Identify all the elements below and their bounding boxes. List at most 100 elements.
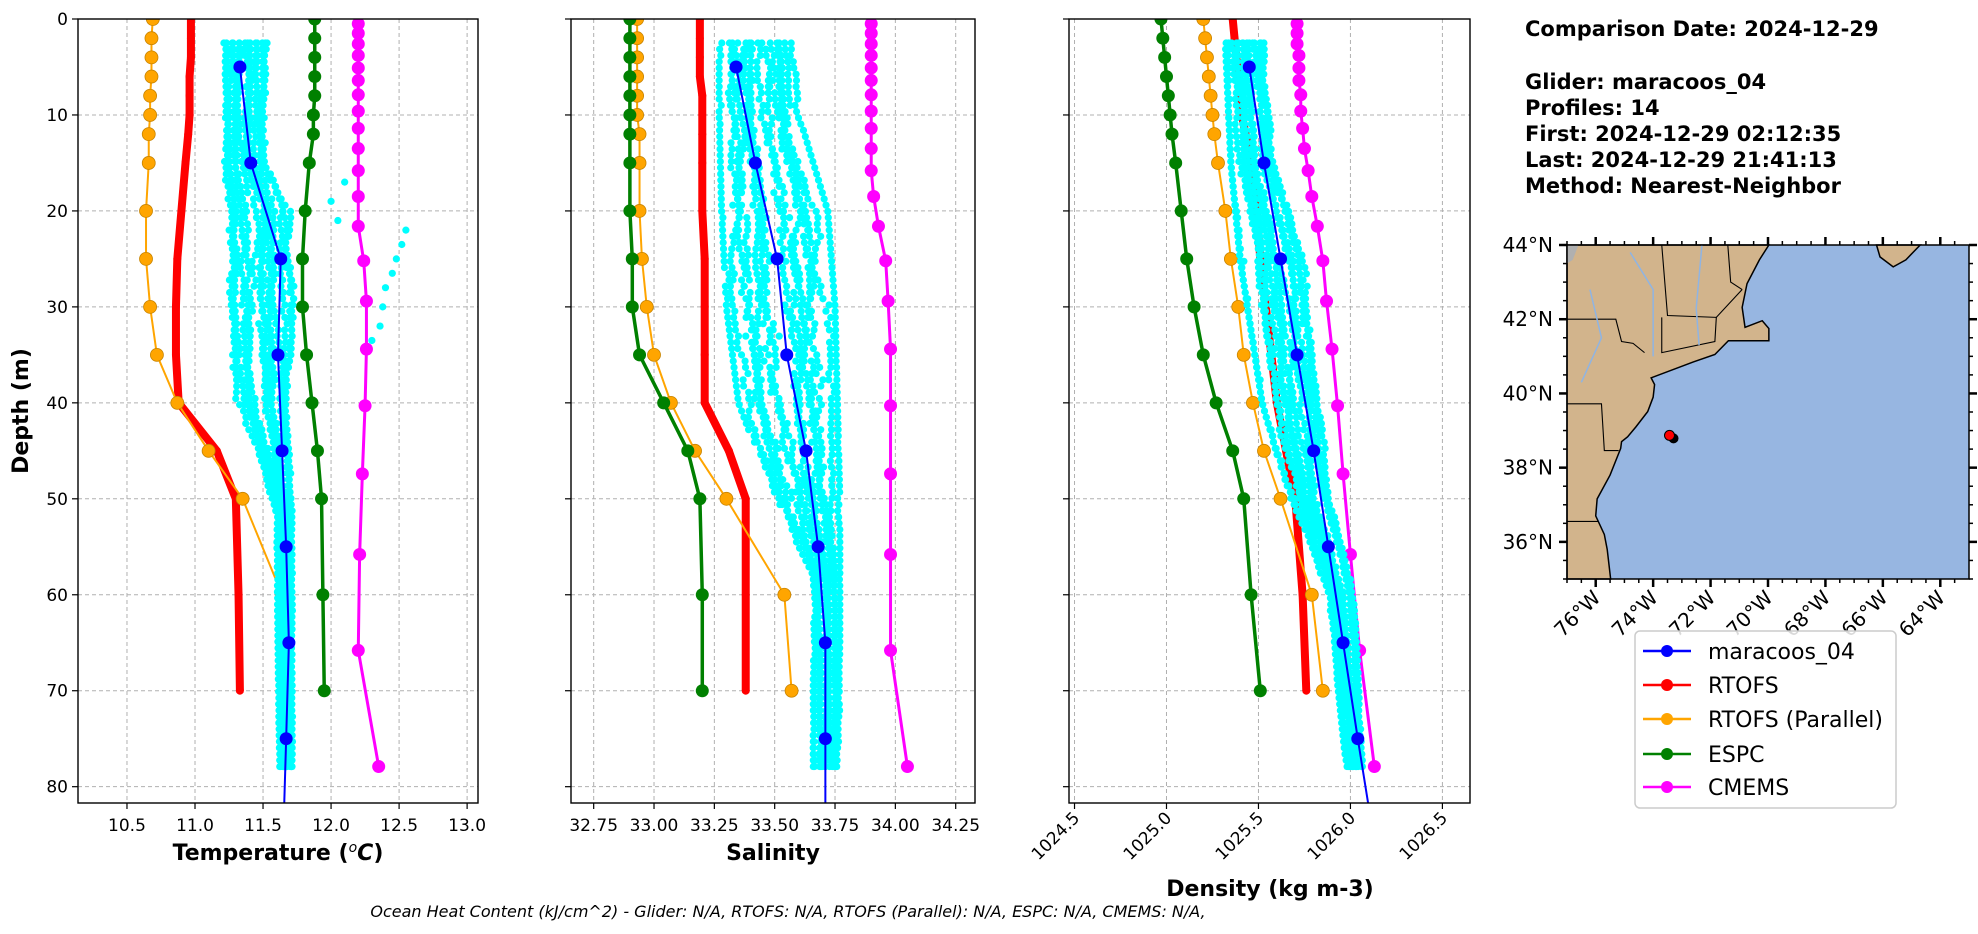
series-marker — [298, 204, 312, 218]
glider-raw-point — [827, 257, 836, 265]
glider-raw-point — [734, 332, 743, 340]
glider-raw-point — [263, 382, 271, 390]
glider-raw-point — [804, 226, 812, 234]
glider-raw-point — [264, 444, 272, 453]
series-marker — [141, 127, 156, 142]
glider-raw-point — [1296, 457, 1304, 465]
glider-raw-point — [258, 108, 267, 116]
glider-raw-point — [262, 195, 271, 203]
glider-raw-point — [741, 357, 749, 365]
glider-raw-point — [796, 494, 804, 502]
series-marker — [150, 347, 164, 362]
glider-raw-point — [818, 500, 826, 509]
glider-raw-point — [794, 263, 802, 272]
glider-raw-point — [287, 756, 296, 764]
glider-raw-point — [1239, 83, 1247, 91]
glider-raw-point — [728, 295, 736, 303]
glider-raw-point — [227, 139, 235, 147]
series-marker — [884, 342, 898, 356]
y-tick-label: 20 — [46, 202, 68, 222]
glider-raw-point — [807, 532, 815, 540]
series-marker — [1253, 684, 1267, 698]
glider-raw-point — [767, 132, 775, 141]
glider-raw-point — [753, 438, 761, 446]
glider-raw-point — [830, 588, 839, 596]
y-tick-label: 80 — [46, 778, 68, 798]
glider-raw-point — [742, 295, 750, 303]
glider-raw-point — [783, 482, 791, 490]
glider-raw-point — [287, 694, 295, 702]
glider-raw-point — [258, 214, 267, 222]
glider-raw-point — [1294, 494, 1302, 502]
glider-raw-point — [805, 525, 813, 534]
glider-raw-point — [281, 201, 289, 209]
series-marker — [173, 254, 182, 263]
glider-raw-point — [754, 145, 762, 153]
glider-raw-point — [1268, 282, 1276, 290]
glider-raw-point — [826, 232, 834, 240]
glider-raw-point — [715, 64, 723, 72]
glider-raw-point — [804, 301, 812, 309]
glider-raw-point — [1251, 195, 1260, 203]
glider-raw-point — [283, 426, 291, 434]
glider-raw-point — [287, 563, 295, 571]
series-marker — [695, 588, 709, 602]
glider-raw-point — [1225, 76, 1233, 85]
glider-raw-point — [716, 157, 724, 166]
glider-raw-point — [836, 488, 844, 496]
glider-raw-point — [836, 600, 844, 608]
series-marker — [143, 299, 158, 314]
glider-raw-point — [259, 151, 267, 159]
series-marker — [144, 50, 159, 65]
glider-raw-point — [830, 550, 838, 559]
glider-raw-point — [763, 307, 771, 315]
glider-raw-point — [1276, 295, 1284, 303]
glider-raw-point — [1233, 45, 1241, 53]
glider-raw-point — [1261, 313, 1269, 322]
glider-raw-point — [1248, 214, 1256, 222]
glider-raw-point — [1275, 407, 1283, 415]
glider-raw-point — [835, 519, 843, 527]
series-marker — [623, 108, 637, 122]
glider-raw-point — [288, 332, 296, 340]
glider-raw-point — [265, 376, 273, 384]
glider-raw-point — [244, 189, 252, 197]
glider-raw-point — [830, 594, 838, 602]
series-marker — [351, 219, 365, 233]
glider-raw-point — [797, 301, 805, 309]
glider-raw-point — [787, 494, 796, 502]
glider-raw-point — [796, 276, 804, 284]
series-marker — [302, 156, 316, 170]
glider-raw-point — [787, 238, 795, 247]
glider-raw-point — [807, 401, 815, 409]
glider-raw-point — [287, 700, 295, 708]
series-marker — [1305, 190, 1319, 204]
glider-raw-point — [797, 357, 806, 365]
glider-raw-point — [269, 263, 278, 272]
glider-raw-point — [813, 220, 821, 228]
glider-raw-point — [1272, 276, 1281, 284]
series-marker — [1315, 683, 1330, 698]
glider-raw-point — [1342, 619, 1350, 627]
glider-raw-point — [287, 588, 295, 596]
glider-raw-point — [800, 176, 808, 184]
glider-raw-point — [269, 301, 277, 309]
glider-raw-point — [813, 351, 821, 359]
glider-raw-point — [1228, 170, 1236, 178]
glider-raw-point — [755, 220, 764, 228]
glider-raw-point — [1272, 301, 1280, 309]
series-marker — [353, 547, 367, 561]
glider-raw-point — [794, 95, 802, 103]
glider-raw-point — [259, 126, 267, 134]
glider-raw-point — [764, 251, 773, 259]
glider-raw-point — [830, 557, 838, 565]
glider-raw-point — [1238, 76, 1246, 85]
glider-raw-point — [809, 744, 817, 752]
glider-raw-point — [288, 276, 296, 284]
glider-raw-point — [765, 139, 773, 147]
glider-raw-point — [809, 345, 818, 353]
y-tick-label: 10 — [46, 106, 68, 126]
glider-raw-point — [286, 519, 294, 527]
glider-raw-point — [248, 257, 256, 265]
glider-raw-point — [801, 207, 810, 216]
